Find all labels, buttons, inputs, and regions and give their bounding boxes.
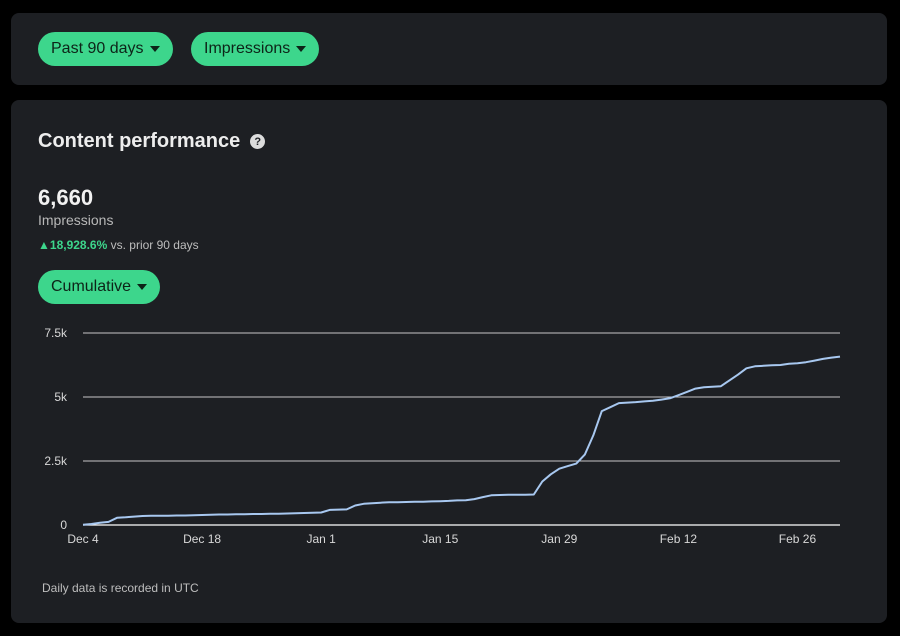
x-tick-label: Jan 29: [541, 532, 577, 546]
y-tick-label: 0: [60, 518, 67, 532]
period-dropdown-label: Past 90 days: [51, 40, 144, 57]
y-tick-label: 5k: [54, 390, 68, 404]
help-icon[interactable]: ?: [250, 134, 266, 149]
utc-footnote: Daily data is recorded in UTC: [42, 581, 199, 595]
y-tick-label: 7.5k: [44, 326, 68, 340]
x-axis-ticks: Dec 4 Dec 18 Jan 1 Jan 15 Jan 29 Feb 12 Feb 26: [67, 532, 816, 546]
x-tick-label: Feb 26: [779, 532, 817, 546]
x-tick-label: Jan 1: [306, 532, 336, 546]
chevron-down-icon: [137, 284, 148, 290]
series-layer: [82, 355, 841, 526]
cumulative-dropdown[interactable]: Cumulative: [38, 270, 161, 304]
metric-label: Impressions: [38, 212, 114, 228]
delta-suffix: vs. prior 90 days: [107, 238, 199, 252]
content-performance-card: Content performance ? 6,660 Impressions …: [11, 100, 887, 623]
metric-dropdown[interactable]: Impressions: [191, 32, 320, 66]
chevron-down-icon: [149, 46, 160, 52]
impressions-line-chart: 0 2.5k 5k 7.5k Dec 4 Dec 18 Jan 1 Jan 15 Jan 29…: [44, 326, 841, 546]
up-arrow-icon: ▲: [38, 238, 50, 252]
series-line-impressions: [82, 355, 841, 526]
y-tick-label: 2.5k: [44, 454, 68, 468]
x-tick-label: Dec 18: [183, 532, 221, 546]
x-tick-label: Feb 12: [660, 532, 698, 546]
filter-bar: Past 90 days Impressions: [11, 13, 887, 85]
x-tick-label: Dec 4: [67, 532, 99, 546]
total-impressions: 6,660: [38, 185, 94, 210]
cumulative-dropdown-label: Cumulative: [51, 278, 132, 295]
x-tick-label: Jan 15: [422, 532, 458, 546]
card-title: Content performance: [38, 130, 241, 152]
grid-lines: [83, 332, 840, 526]
period-dropdown[interactable]: Past 90 days: [38, 32, 173, 66]
delta-indicator: ▲18,928.6% vs. prior 90 days: [38, 238, 199, 252]
y-axis-ticks: 0 2.5k 5k 7.5k: [44, 326, 68, 532]
chevron-down-icon: [296, 46, 307, 52]
card-title-row: Content performance ?: [38, 130, 266, 153]
metric-dropdown-label: Impressions: [204, 40, 291, 57]
delta-value: 18,928.6%: [49, 238, 108, 252]
